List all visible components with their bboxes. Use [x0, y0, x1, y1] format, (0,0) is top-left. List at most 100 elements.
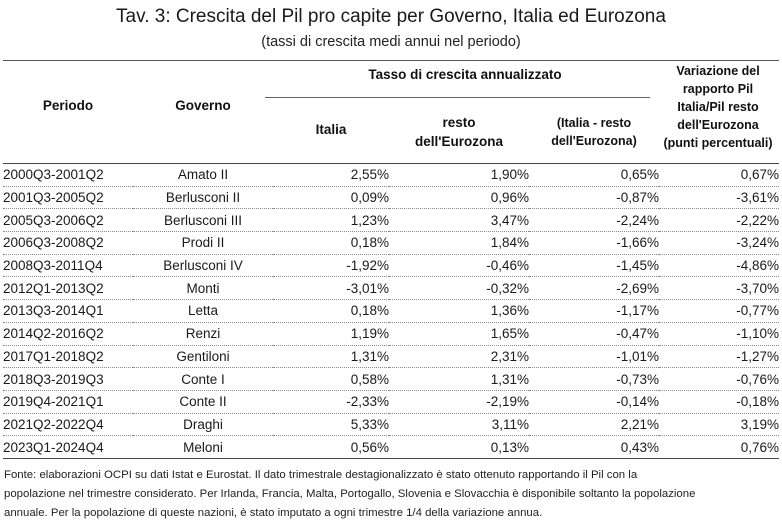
cell-governo: Renzi: [133, 322, 273, 346]
table-subtitle: (tassi di crescita medi annui nel period…: [261, 34, 521, 50]
cell-governo: Letta: [133, 299, 273, 323]
cell-resto: 0,96%: [389, 186, 529, 210]
cell-italia: -1,92%: [273, 254, 389, 278]
table-row: 2008Q3-2011Q4 Berlusconi IV -1,92% -0,46% -1…: [3, 254, 779, 278]
header-diff: (Italia - resto dell'Eurozona): [529, 114, 659, 150]
cell-italia: 0,18%: [273, 299, 389, 323]
cell-governo: Conte II: [133, 390, 273, 414]
cell-italia: 0,18%: [273, 231, 389, 255]
cell-diff: -1,45%: [529, 254, 659, 278]
cell-diff: -1,66%: [529, 231, 659, 255]
cell-diff: -1,17%: [529, 299, 659, 323]
cell-periodo: 2017Q1-2018Q2: [3, 345, 133, 369]
source-note-line2: popolazione nel trimestre considerato. P…: [4, 488, 696, 500]
cell-variazione: 0,76%: [659, 435, 779, 459]
cell-governo: Monti: [133, 276, 273, 301]
header-group-rule: [265, 97, 650, 98]
header-variazione: Variazione del rapporto Pil Italia/Pil r…: [654, 62, 782, 152]
cell-variazione: -1,27%: [659, 345, 779, 369]
header-resto-line1: resto: [442, 115, 476, 130]
cell-resto: 0,13%: [389, 435, 529, 459]
header-resto: resto dell'Eurozona: [389, 113, 529, 151]
cell-resto: 1,65%: [389, 322, 529, 346]
table-row: 2017Q1-2018Q2 Gentiloni 1,31% 2,31% -1,01% -1…: [3, 345, 779, 369]
cell-italia: 0,56%: [273, 435, 389, 459]
cell-resto: -0,32%: [389, 276, 529, 301]
source-note-line3: annuale. Per la popolazione di queste na…: [4, 507, 543, 519]
header-var-line3: Italia/Pil resto: [677, 100, 759, 114]
table-row: 2005Q3-2006Q2 Berlusconi III 1,23% 3,47% -2,…: [3, 208, 779, 233]
cell-periodo: 2014Q2-2016Q2: [3, 322, 133, 346]
cell-resto: 1,31%: [389, 367, 529, 391]
header-resto-line2: dell'Eurozona: [415, 134, 503, 149]
cell-variazione: -4,86%: [659, 254, 779, 278]
header-var-line2: rapporto Pil: [682, 82, 754, 96]
cell-resto: -2,19%: [389, 390, 529, 414]
cell-governo: Amato II: [133, 163, 273, 187]
cell-periodo: 2008Q3-2011Q4: [3, 254, 133, 278]
table-row: 2006Q3-2008Q2 Prodi II 0,18% 1,84% -1,66% -3,…: [3, 231, 779, 255]
header-governo: Governo: [175, 98, 231, 113]
table-row: 2014Q2-2016Q2 Renzi 1,19% 1,65% -0,47% -1,10%: [3, 322, 779, 346]
cell-variazione: -3,61%: [659, 186, 779, 210]
table-row: 2018Q3-2019Q3 Conte I 0,58% 1,31% -0,73% -0,7…: [3, 367, 779, 391]
cell-diff: -0,47%: [529, 322, 659, 346]
header-diff-line2: dell'Eurozona): [551, 134, 637, 148]
cell-diff: 2,21%: [529, 413, 659, 437]
cell-resto: 1,90%: [389, 163, 529, 187]
cell-variazione: -0,77%: [659, 299, 779, 323]
cell-periodo: 2021Q2-2022Q4: [3, 413, 133, 437]
cell-governo: Berlusconi IV: [133, 254, 273, 278]
cell-diff: 0,43%: [529, 435, 659, 459]
cell-variazione: 3,19%: [659, 413, 779, 437]
cell-italia: 1,23%: [273, 208, 389, 233]
cell-governo: Gentiloni: [133, 345, 273, 369]
cell-periodo: 2013Q3-2014Q1: [3, 299, 133, 323]
table-row: 2013Q3-2014Q1 Letta 0,18% 1,36% -1,17% -0,77%: [3, 299, 779, 323]
header-periodo: Periodo: [42, 98, 94, 113]
cell-periodo: 2023Q1-2024Q4: [3, 435, 133, 459]
cell-governo: Prodi II: [133, 231, 273, 255]
cell-periodo: 2000Q3-2001Q2: [3, 163, 133, 187]
cell-resto: 1,84%: [389, 231, 529, 255]
header-italia: Italia: [315, 122, 347, 137]
cell-italia: 5,33%: [273, 413, 389, 437]
cell-periodo: 2001Q3-2005Q2: [3, 186, 133, 210]
cell-variazione: 0,67%: [659, 163, 779, 187]
data-table: 2000Q3-2001Q2 Amato II 2,55% 1,90% 0,65% 0,67…: [3, 163, 779, 459]
cell-italia: 0,58%: [273, 367, 389, 391]
cell-diff: -2,69%: [529, 276, 659, 301]
cell-variazione: -0,18%: [659, 390, 779, 414]
cell-variazione: -3,70%: [659, 276, 779, 301]
cell-variazione: -0,76%: [659, 367, 779, 391]
table-row: 2019Q4-2021Q1 Conte II -2,33% -2,19% -0,14% -…: [3, 390, 779, 414]
header-diff-line1: (Italia - resto: [556, 116, 632, 130]
cell-governo: Draghi: [133, 413, 273, 437]
cell-resto: 2,31%: [389, 345, 529, 369]
table-title: Tav. 3: Crescita del Pil pro capite per …: [116, 6, 666, 27]
cell-italia: -2,33%: [273, 390, 389, 414]
table-row: 2023Q1-2024Q4 Meloni 0,56% 0,13% 0,43% 0,76%: [3, 435, 779, 459]
header-var-line5: (punti percentuali): [663, 136, 773, 150]
cell-periodo: 2012Q1-2013Q2: [3, 276, 133, 301]
cell-diff: 0,65%: [529, 163, 659, 187]
cell-italia: 1,31%: [273, 345, 389, 369]
cell-governo: Meloni: [133, 435, 273, 459]
cell-diff: -2,24%: [529, 208, 659, 233]
cell-periodo: 2019Q4-2021Q1: [3, 390, 133, 414]
table-row: 2001Q3-2005Q2 Berlusconi II 0,09% 0,96% -0,8…: [3, 186, 779, 210]
cell-governo: Conte I: [133, 367, 273, 391]
header-group-growth: Tasso di crescita annualizzato: [368, 67, 562, 82]
cell-diff: -0,73%: [529, 367, 659, 391]
table-row: 2012Q1-2013Q2 Monti -3,01% -0,32% -2,69% -3,7…: [3, 276, 779, 301]
cell-italia: 2,55%: [273, 163, 389, 187]
cell-variazione: -1,10%: [659, 322, 779, 346]
cell-italia: 0,09%: [273, 186, 389, 210]
cell-diff: -0,87%: [529, 186, 659, 210]
header-var-line4: dell'Eurozona: [677, 118, 759, 132]
source-note: Fonte: elaborazioni OCPI su dati Istat e…: [4, 466, 780, 523]
cell-diff: -0,14%: [529, 390, 659, 414]
cell-italia: -3,01%: [273, 276, 389, 301]
cell-resto: 3,11%: [389, 413, 529, 437]
source-note-line1: Fonte: elaborazioni OCPI su dati Istat e…: [4, 469, 638, 481]
